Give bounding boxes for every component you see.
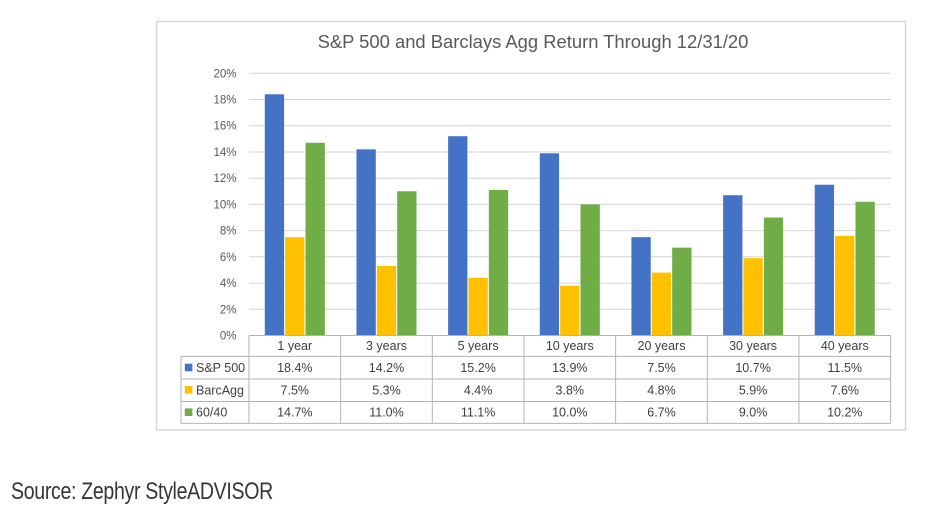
svg-text:11.1%: 11.1% xyxy=(461,406,496,420)
svg-text:10 years: 10 years xyxy=(546,339,594,353)
svg-text:4.8%: 4.8% xyxy=(647,383,676,397)
svg-text:30 years: 30 years xyxy=(729,339,777,353)
svg-text:6.7%: 6.7% xyxy=(647,406,676,420)
svg-text:BarcAgg: BarcAgg xyxy=(196,383,244,397)
svg-text:60/40: 60/40 xyxy=(196,406,227,420)
svg-text:11.0%: 11.0% xyxy=(369,406,404,420)
svg-text:7.5%: 7.5% xyxy=(647,361,676,375)
svg-text:13.9%: 13.9% xyxy=(552,361,587,375)
svg-text:9.0%: 9.0% xyxy=(739,406,768,420)
svg-text:16%: 16% xyxy=(213,121,236,133)
svg-text:10.0%: 10.0% xyxy=(552,406,587,420)
svg-text:14.7%: 14.7% xyxy=(277,406,312,420)
svg-text:18%: 18% xyxy=(213,95,236,107)
svg-text:10%: 10% xyxy=(213,199,236,211)
svg-text:4%: 4% xyxy=(220,278,237,290)
svg-text:5 years: 5 years xyxy=(458,339,499,353)
svg-text:14.2%: 14.2% xyxy=(369,361,404,375)
svg-text:4.4%: 4.4% xyxy=(464,383,493,397)
svg-text:7.6%: 7.6% xyxy=(831,383,860,397)
svg-text:5.9%: 5.9% xyxy=(739,383,768,397)
svg-text:7.5%: 7.5% xyxy=(281,383,310,397)
svg-text:40 years: 40 years xyxy=(821,339,869,353)
svg-text:11.5%: 11.5% xyxy=(828,361,863,375)
svg-text:14%: 14% xyxy=(213,147,236,159)
svg-text:10.2%: 10.2% xyxy=(827,406,862,420)
svg-text:20%: 20% xyxy=(213,68,236,80)
svg-text:10.7%: 10.7% xyxy=(735,361,770,375)
svg-text:3 years: 3 years xyxy=(366,339,407,353)
svg-text:0%: 0% xyxy=(220,331,237,343)
svg-text:5.3%: 5.3% xyxy=(372,383,401,397)
svg-text:18.4%: 18.4% xyxy=(277,361,312,375)
svg-text:15.2%: 15.2% xyxy=(460,361,495,375)
svg-text:12%: 12% xyxy=(213,173,236,185)
svg-text:8%: 8% xyxy=(220,226,237,238)
svg-text:2%: 2% xyxy=(220,304,237,316)
svg-text:S&P 500: S&P 500 xyxy=(196,361,245,375)
svg-text:1 year: 1 year xyxy=(277,339,312,353)
svg-text:20 years: 20 years xyxy=(638,339,686,353)
svg-text:S&P 500 and Barclays Agg Retur: S&P 500 and Barclays Agg Return Through … xyxy=(318,31,749,52)
svg-text:6%: 6% xyxy=(220,252,237,264)
svg-text:3.8%: 3.8% xyxy=(556,383,585,397)
